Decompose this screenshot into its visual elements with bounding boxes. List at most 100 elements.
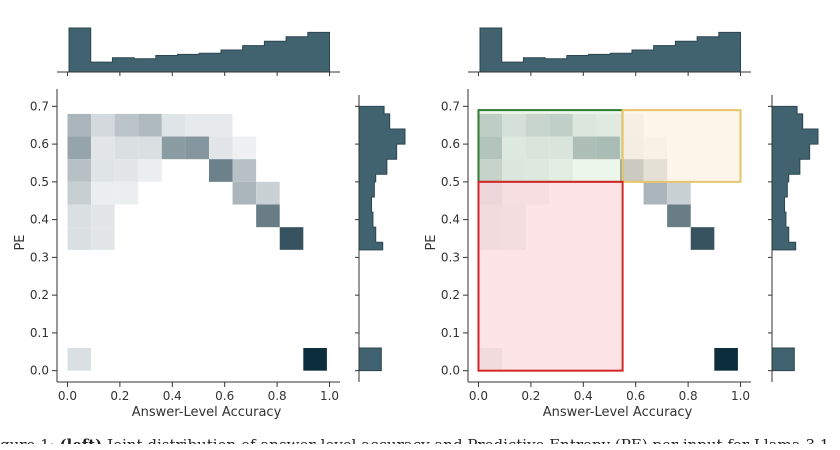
x-tick-label: 0.8 — [679, 389, 698, 403]
heatmap-cell — [232, 181, 257, 205]
heatmap-cell — [91, 136, 115, 160]
heatmap-cell — [572, 113, 597, 137]
y-tick-label: 0.5 — [441, 175, 460, 189]
heatmap-cell — [67, 227, 92, 250]
top-histogram — [68, 27, 331, 73]
heatmap-cell — [596, 113, 620, 137]
y-tick-label: 0.1 — [30, 326, 49, 340]
heatmap-cell — [138, 113, 162, 137]
y-tick-label: 0.6 — [30, 137, 49, 151]
y-axis-label: PE — [13, 234, 28, 250]
x-tick-label: 0.4 — [574, 389, 593, 403]
y-tick-label: 0.2 — [441, 288, 460, 302]
caption-prefix: gure 1: — [0, 436, 59, 444]
heatmap-cell — [208, 159, 233, 182]
heatmap-cell — [185, 113, 209, 137]
top-histogram — [479, 27, 742, 73]
heatmap-cell — [502, 113, 526, 137]
x-tick-label: 0.6 — [215, 389, 234, 403]
x-tick-label: 1.0 — [320, 389, 339, 403]
y-tick-label: 0.0 — [441, 364, 460, 378]
region-box — [477, 180, 624, 372]
heatmap-cell — [161, 136, 186, 160]
y-tick-label: 0.0 — [30, 364, 49, 378]
y-tick-label: 0.3 — [30, 250, 49, 264]
heatmap-cell — [525, 136, 550, 160]
heatmap-cell — [572, 136, 597, 160]
y-tick-label: 0.1 — [441, 326, 460, 340]
right-histogram — [771, 105, 819, 372]
heatmap-cell — [232, 136, 257, 160]
y-tick-label: 0.4 — [30, 213, 49, 227]
heatmap-cell — [67, 181, 92, 205]
figure-caption: gure 1: (left) Joint distribution of ans… — [0, 430, 840, 444]
heatmap-cell — [549, 159, 573, 182]
heatmap-cell — [478, 113, 503, 137]
heatmap-cell — [714, 348, 738, 371]
heatmap-cell — [114, 136, 139, 160]
x-tick-label: 0.6 — [626, 389, 645, 403]
heatmap-cell — [525, 113, 550, 137]
heatmap-cell — [67, 204, 92, 228]
y-tick-label: 0.3 — [441, 250, 460, 264]
y-tick-label: 0.2 — [30, 288, 49, 302]
heatmap-cell — [67, 113, 92, 137]
y-tick-label: 0.6 — [441, 137, 460, 151]
y-tick-label: 0.5 — [30, 175, 49, 189]
heatmap-cell — [478, 136, 503, 160]
heatmap-cell — [208, 136, 233, 160]
heatmap-cell — [67, 136, 92, 160]
heatmap-cell — [596, 136, 620, 160]
heatmap-cell — [502, 136, 526, 160]
heatmap-cell — [161, 113, 186, 137]
heatmap-cell — [525, 159, 550, 182]
heatmap-cell — [91, 159, 115, 182]
heatmap-cell — [643, 181, 668, 205]
x-tick-label: 0.2 — [110, 389, 129, 403]
heatmap-cell — [303, 348, 327, 371]
x-tick-label: 0.4 — [163, 389, 182, 403]
right-histogram — [358, 105, 406, 372]
x-tick-label: 0.8 — [268, 389, 287, 403]
heatmap-cell — [667, 204, 691, 228]
region-box — [477, 109, 624, 183]
y-tick-label: 0.7 — [441, 99, 460, 113]
right-panel: 0.0 0.2 0.4 0.6 0.8 1.0 0.0 0.1 0.2 0.3 0.4 0.5 0.6 0… — [424, 27, 819, 420]
heatmap-cell — [114, 159, 139, 182]
y-axis-label: PE — [424, 234, 439, 250]
heatmap-cell — [67, 159, 92, 182]
heatmap-cell — [549, 113, 573, 137]
caption-bold: (left) — [59, 436, 102, 444]
y-tick-label: 0.7 — [30, 99, 49, 113]
heatmap-cell — [91, 204, 115, 228]
heatmap-cell — [67, 348, 92, 371]
heatmap-cell — [502, 159, 526, 182]
heatmap-cell — [208, 113, 233, 137]
heatmap-cell — [91, 113, 115, 137]
heatmap-cell — [138, 159, 162, 182]
x-tick-label: 1.0 — [731, 389, 750, 403]
heatmap-cell — [549, 136, 573, 160]
heatmap-cell — [114, 181, 139, 205]
x-axis-label: Answer-Level Accuracy — [543, 405, 693, 420]
heatmap-cell — [256, 204, 280, 228]
heatmap-cell — [667, 181, 691, 205]
heatmap-cell — [185, 136, 209, 160]
heatmap-cell — [91, 181, 115, 205]
y-tick-label: 0.4 — [441, 213, 460, 227]
heatmap-cell — [232, 159, 257, 182]
heatmap-cell — [91, 227, 115, 250]
heatmap-cell — [690, 227, 715, 250]
heatmap-cell — [114, 113, 139, 137]
x-tick-label: 0.2 — [521, 389, 540, 403]
x-tick-label: 0.0 — [469, 389, 488, 403]
heatmap-cell — [279, 227, 304, 250]
x-axis-label: Answer-Level Accuracy — [132, 405, 282, 420]
caption-text: Joint distribution of answer-level accur… — [102, 436, 829, 444]
left-panel: 0.0 0.2 0.4 0.6 0.8 1.0 0.0 0.1 0.2 0.3 0.4 0.5 0.6 0… — [13, 27, 406, 420]
heatmap-cell — [138, 136, 162, 160]
heatmap-cell — [478, 159, 503, 182]
x-tick-label: 0.0 — [58, 389, 77, 403]
region-box — [621, 109, 742, 183]
